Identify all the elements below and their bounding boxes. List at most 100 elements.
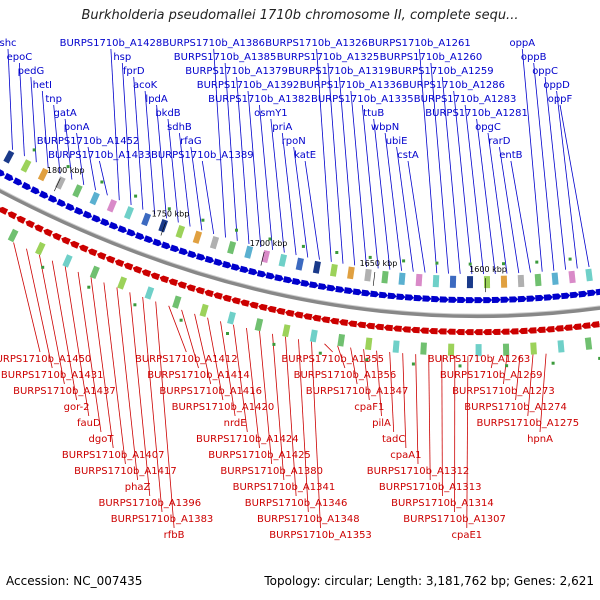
leader-line (76, 132, 85, 185)
backbone-highlight (0, 188, 600, 315)
forward-gene (526, 295, 536, 302)
leader-line (487, 132, 508, 274)
forward-gene (517, 295, 527, 303)
gene-label-bottom: BURPS1710b_A1314 (391, 498, 494, 509)
feature-block (466, 276, 474, 289)
reverse-gene (61, 236, 71, 245)
leader-line (7, 48, 13, 150)
forward-gene (578, 290, 588, 298)
reverse-gene (0, 206, 9, 215)
forward-gene (291, 277, 302, 286)
forward-gene (30, 186, 40, 195)
forward-gene (309, 281, 319, 289)
reverse-gene (16, 215, 26, 224)
reverse-gene (34, 224, 44, 233)
leader-line (144, 90, 156, 215)
reverse-gene (258, 303, 268, 312)
gene-label-top: epoC (7, 52, 33, 63)
gene-label-bottom: dgoT (89, 434, 115, 445)
leader-line (194, 313, 212, 385)
feature-block (227, 241, 237, 255)
feature-block (37, 167, 49, 182)
gene-label-bottom: tadC (382, 434, 405, 445)
reverse-gene (581, 322, 591, 329)
reverse-gene (536, 326, 546, 334)
leader-line (304, 160, 320, 260)
reverse-gene (159, 275, 170, 284)
tick-label: 1600 kbp (469, 265, 507, 274)
gene-label-bottom: BURPS1710b_A1348 (257, 514, 360, 525)
tick-line (372, 271, 376, 286)
reverse-gene (123, 262, 134, 271)
forward-gene (82, 210, 93, 219)
marker-dot (402, 259, 406, 263)
leader-line (155, 301, 175, 529)
gene-label-bottom: BURPS1710b_A1437 (13, 386, 116, 397)
reverse-gene (392, 325, 402, 332)
gene-label-bottom: fauD (77, 418, 101, 429)
leader-line (133, 76, 144, 210)
marker-dot (272, 342, 276, 346)
reverse-gene (320, 316, 331, 324)
leader-line (116, 287, 138, 481)
forward-gene (491, 296, 501, 303)
gene-label-top: cstA (397, 150, 419, 161)
leader-line (121, 62, 132, 206)
leader-line (19, 62, 25, 157)
leader-line (110, 48, 120, 201)
reverse-gene (87, 248, 98, 257)
gene-labels: shc epoC pedG hetI tnp gatA ponA BURPS1710b_A14… (0, 38, 579, 541)
feature-block (89, 191, 100, 206)
gene-label-top: rfaG (180, 136, 202, 147)
leader-line (272, 333, 285, 481)
feature-block (337, 333, 346, 347)
leader-line (270, 118, 285, 253)
leader-line (407, 160, 426, 273)
feature-block (398, 272, 406, 286)
feature-block (584, 337, 593, 350)
feature-block (392, 340, 400, 353)
forward-gene (100, 218, 110, 226)
leader-line (324, 343, 333, 353)
feature-block (312, 260, 321, 274)
forward-gene (187, 250, 197, 258)
leader-line (167, 118, 179, 223)
gene-label-top: BURPS1710b_A1283 (414, 94, 517, 105)
reverse-gene (491, 328, 501, 335)
feature-block (62, 254, 73, 268)
forward-gene (465, 297, 475, 304)
gene-label-top: BURPS1710b_A1382 (208, 94, 311, 105)
reverse-gene (383, 324, 393, 332)
leader-line (201, 160, 215, 235)
gene-label-bottom: BURPS1710b_A1341 (233, 482, 336, 493)
leader-line (510, 160, 531, 273)
forward-gene (439, 296, 449, 303)
feature-block (55, 176, 66, 190)
forward-gene (204, 255, 215, 264)
leader-line (142, 296, 163, 513)
feature-block (449, 275, 457, 288)
feature-block (209, 235, 220, 250)
reverse-gene (437, 328, 447, 335)
gene-label-bottom: hpnA (527, 434, 553, 445)
reverse-gene (52, 232, 62, 241)
leader-line (441, 355, 443, 497)
gene-label-top: BURPS1710b_A1335 (311, 94, 414, 105)
tick-label: 1750 kbp (152, 210, 190, 219)
leader-line (64, 266, 90, 417)
gene-label-bottom: BURPS1710b_A1412 (135, 354, 238, 365)
gene-label-bottom: BURPS1710b_A1396 (99, 498, 202, 509)
tick-label: 1800 kbp (47, 166, 85, 175)
forward-gene (47, 194, 58, 203)
gene-label-top: BURPS1710b_A1261 (368, 38, 471, 49)
gene-label-top: opgC (475, 122, 501, 133)
forward-gene (370, 290, 380, 298)
leader-line (503, 355, 508, 385)
gene-label-bottom: BURPS1710b_A1417 (74, 466, 177, 477)
forward-gene (552, 293, 562, 300)
forward-gene (126, 228, 136, 237)
forward-gene (108, 221, 119, 230)
feature-block (534, 273, 542, 287)
leader-line (103, 282, 126, 465)
